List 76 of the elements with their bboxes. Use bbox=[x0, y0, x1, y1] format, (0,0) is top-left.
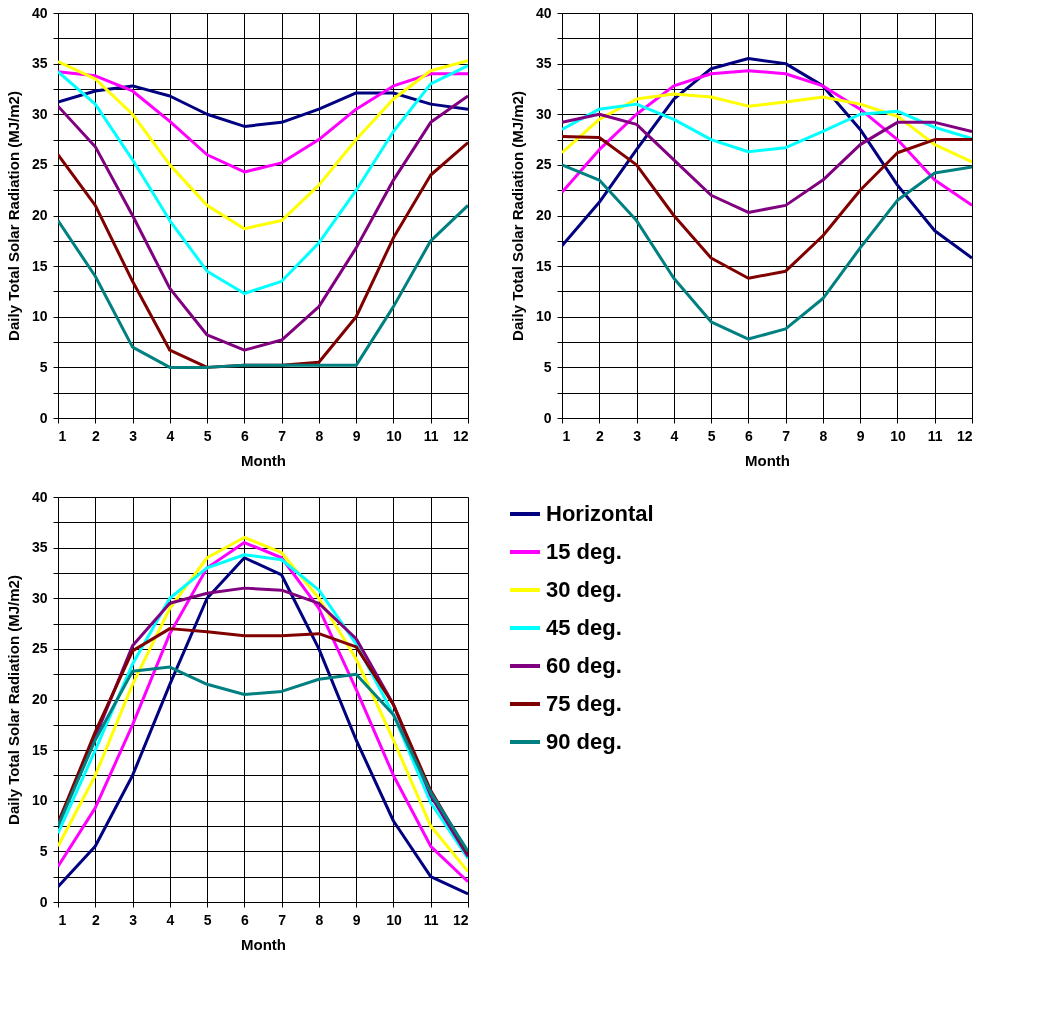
y-tick-label: 10 bbox=[31, 792, 48, 809]
y-tick-label: 10 bbox=[31, 308, 48, 325]
legend-label: 30 deg. bbox=[546, 577, 622, 602]
y-axis-title: Daily Total Solar Radiation (MJ/m2) bbox=[4, 91, 22, 341]
y-tick-label: 30 bbox=[31, 105, 48, 122]
x-tick-label: 12 bbox=[452, 911, 469, 928]
y-tick-label: 0 bbox=[543, 409, 552, 426]
y-tick-label: 15 bbox=[31, 741, 48, 758]
y-tick-label: 40 bbox=[535, 4, 552, 21]
legend-label: 45 deg. bbox=[546, 615, 622, 640]
x-tick-label: 9 bbox=[856, 427, 865, 444]
x-tick-label: 1 bbox=[562, 427, 571, 444]
x-tick-label: 3 bbox=[129, 427, 138, 444]
x-tick-label: 10 bbox=[386, 911, 402, 928]
y-tick-label: 30 bbox=[31, 589, 48, 606]
x-tick-label: 9 bbox=[352, 911, 361, 928]
x-tick-label: 8 bbox=[315, 427, 324, 444]
y-axis-title: Daily Total Solar Radiation (MJ/m2) bbox=[508, 91, 526, 341]
x-tick-label: 6 bbox=[240, 911, 249, 928]
x-tick-label: 1 bbox=[58, 427, 67, 444]
y-axis-title: Daily Total Solar Radiation (MJ/m2) bbox=[4, 575, 22, 825]
x-tick-label: 7 bbox=[278, 427, 287, 444]
x-tick-label: 9 bbox=[352, 427, 361, 444]
y-tick-label: 40 bbox=[31, 4, 48, 21]
y-tick-label: 0 bbox=[39, 893, 48, 910]
y-tick-label: 20 bbox=[31, 207, 48, 223]
y-tick-label: 5 bbox=[543, 358, 552, 375]
y-tick-label: 5 bbox=[39, 842, 48, 859]
y-tick-label: 25 bbox=[535, 156, 552, 173]
x-tick-label: 11 bbox=[423, 911, 439, 928]
y-tick-label: 25 bbox=[31, 156, 48, 173]
x-tick-label: 10 bbox=[890, 427, 906, 444]
x-tick-label: 4 bbox=[166, 427, 175, 444]
x-tick-label: 5 bbox=[707, 427, 716, 444]
x-tick-label: 8 bbox=[819, 427, 828, 444]
x-tick-label: 8 bbox=[315, 911, 324, 928]
x-tick-label: 4 bbox=[166, 911, 175, 928]
legend-label: Horizontal bbox=[546, 501, 654, 526]
x-tick-label: 6 bbox=[240, 427, 249, 444]
x-tick-label: 5 bbox=[203, 911, 212, 928]
y-tick-label: 0 bbox=[39, 409, 48, 426]
x-tick-label: 2 bbox=[91, 911, 100, 928]
y-tick-label: 5 bbox=[39, 358, 48, 375]
x-tick-label: 5 bbox=[203, 427, 212, 444]
legend-label: 60 deg. bbox=[546, 653, 622, 678]
x-axis-title: Month bbox=[241, 935, 286, 953]
x-tick-label: 4 bbox=[670, 427, 679, 444]
x-axis-title: Month bbox=[745, 451, 790, 469]
y-tick-label: 35 bbox=[31, 55, 48, 72]
x-tick-label: 2 bbox=[91, 427, 100, 444]
x-tick-label: 7 bbox=[278, 911, 287, 928]
legend-label: 15 deg. bbox=[546, 539, 622, 564]
y-tick-label: 20 bbox=[31, 691, 48, 707]
x-tick-label: 12 bbox=[956, 427, 973, 444]
x-tick-label: 2 bbox=[595, 427, 604, 444]
x-axis-title: Month bbox=[241, 451, 286, 469]
y-tick-label: 40 bbox=[31, 488, 48, 505]
x-tick-label: 3 bbox=[129, 911, 138, 928]
y-tick-label: 25 bbox=[31, 640, 48, 657]
x-tick-label: 1 bbox=[58, 911, 67, 928]
y-tick-label: 35 bbox=[535, 55, 552, 72]
x-tick-label: 10 bbox=[386, 427, 402, 444]
y-tick-label: 15 bbox=[535, 257, 552, 274]
y-tick-label: 35 bbox=[31, 539, 48, 556]
x-tick-label: 11 bbox=[423, 427, 439, 444]
y-tick-label: 20 bbox=[535, 207, 552, 223]
x-tick-label: 7 bbox=[782, 427, 791, 444]
y-tick-label: 30 bbox=[535, 105, 552, 122]
legend-label: 75 deg. bbox=[546, 691, 622, 716]
legend-label: 90 deg. bbox=[546, 729, 622, 754]
x-tick-label: 12 bbox=[452, 427, 469, 444]
y-tick-label: 15 bbox=[31, 257, 48, 274]
y-tick-label: 10 bbox=[535, 308, 552, 325]
x-tick-label: 11 bbox=[927, 427, 943, 444]
x-tick-label: 6 bbox=[744, 427, 753, 444]
x-tick-label: 3 bbox=[633, 427, 642, 444]
